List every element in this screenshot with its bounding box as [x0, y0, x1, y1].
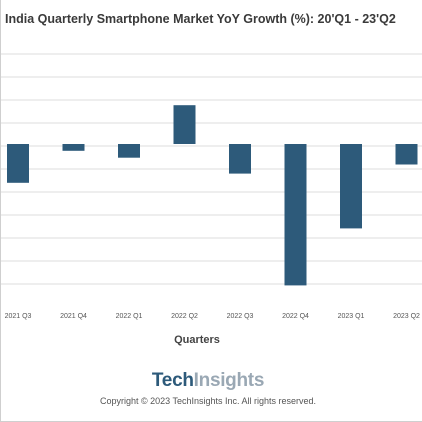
bar-2023-q2 [395, 144, 418, 165]
techinsights-logo: TechInsights [1, 370, 415, 392]
x-tick-label: 2022 Q1 [116, 313, 143, 320]
chart-title: India Quarterly Smartphone Market YoY Gr… [5, 12, 396, 26]
bar-2022-q1 [118, 144, 140, 158]
x-tick-label: 2022 Q2 [171, 313, 198, 320]
copyright-text: Copyright © 2023 TechInsights Inc. All r… [99, 396, 317, 406]
logo-part-tech: Tech [151, 370, 194, 391]
bar-2021-q4 [62, 144, 85, 151]
bar-2021-q3 [7, 144, 29, 183]
bar-2022-q4 [284, 144, 307, 286]
bar-2022-q2 [173, 105, 196, 144]
x-tick-label: 2022 Q3 [227, 313, 254, 320]
x-tick-label: 2023 Q2 [393, 313, 420, 320]
logo-part-insights: Insights [193, 370, 265, 391]
x-tick-label: 2022 Q4 [282, 313, 309, 320]
bar-2022-q3 [229, 144, 251, 174]
x-tick-label: 2021 Q4 [60, 313, 87, 320]
x-tick-label: 2023 Q1 [338, 313, 365, 320]
bar-chart: 2021 Q3 2021 Q4 2022 Q1 2022 Q2 2022 Q3 2022 … [1, 53, 422, 320]
bars [7, 105, 418, 286]
bar-2023-q1 [340, 144, 362, 229]
x-tick-label: 2021 Q3 [5, 313, 32, 320]
x-axis-title: Quarters [174, 334, 220, 346]
x-tick-labels: 2021 Q3 2021 Q4 2022 Q1 2022 Q2 2022 Q3 2022 … [5, 313, 420, 320]
